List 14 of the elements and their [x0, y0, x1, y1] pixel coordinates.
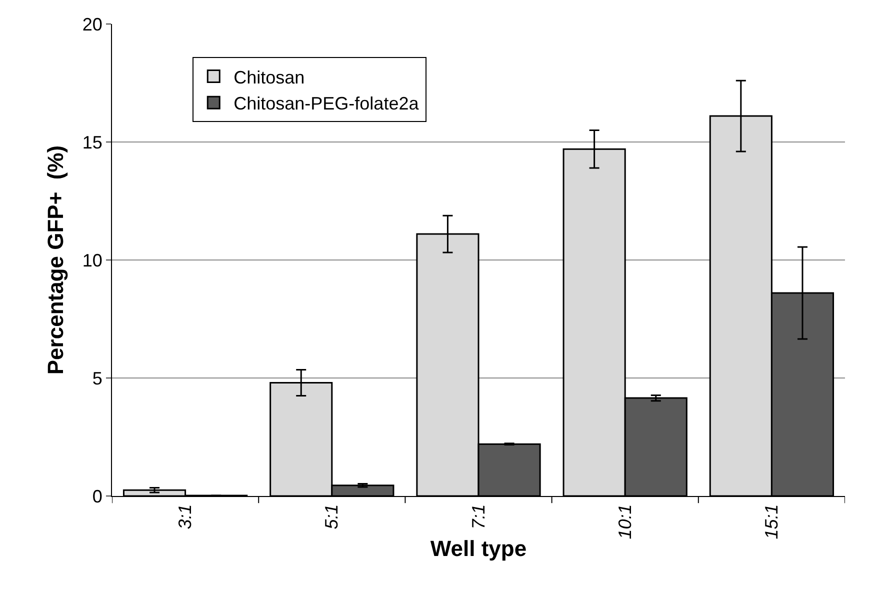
legend-label: Chitosan-PEG-folate2a — [234, 94, 420, 114]
y-tick-label: 0 — [92, 486, 102, 506]
x-tick-label: 10:1 — [614, 504, 635, 540]
y-tick-label: 15 — [82, 132, 102, 152]
y-tick-label: 5 — [92, 368, 102, 388]
y-tick-label: 20 — [82, 14, 102, 34]
x-tick-label: 5:1 — [322, 504, 342, 530]
x-axis-title: Well type — [430, 536, 527, 562]
y-tick-label: 10 — [82, 250, 102, 270]
legend-label: Chitosan — [234, 67, 305, 88]
y-axis-title: Percentage GFP+ (%) — [43, 145, 68, 375]
x-tick-label: 15:1 — [762, 504, 782, 540]
x-tick-label: 7:1 — [468, 504, 488, 530]
x-tick-label: 3:1 — [175, 504, 196, 530]
